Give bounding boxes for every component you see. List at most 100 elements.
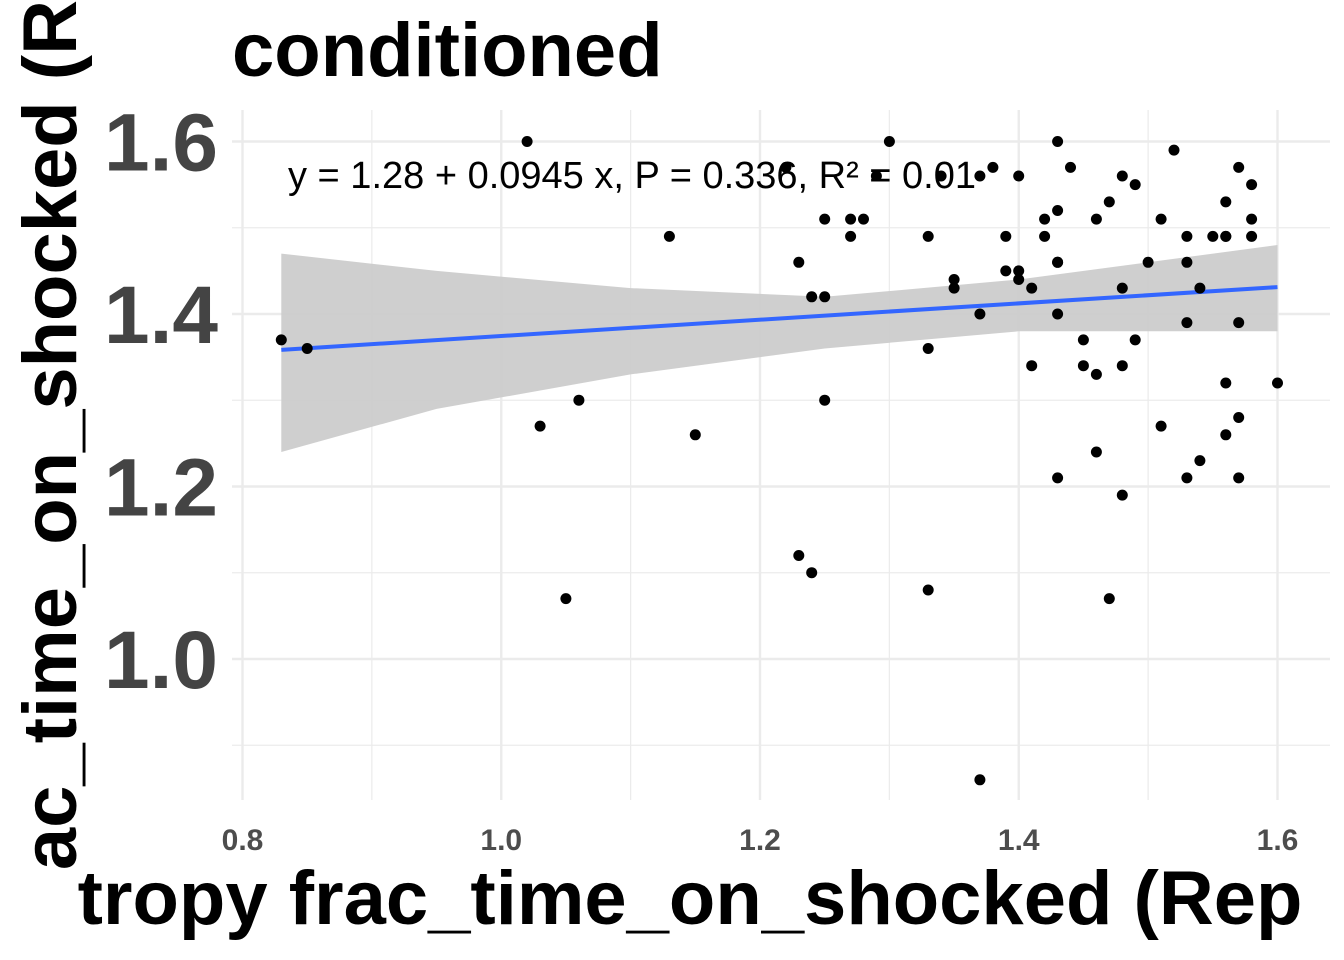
data-point	[1065, 161, 1076, 173]
data-point	[974, 774, 986, 786]
data-point	[1220, 377, 1232, 389]
y-tick-label: 1.6	[104, 98, 218, 189]
data-point	[1077, 360, 1089, 372]
data-point	[1155, 213, 1167, 225]
data-point	[1168, 144, 1180, 156]
data-point	[1181, 256, 1193, 268]
data-point	[1272, 377, 1283, 389]
data-point	[1090, 213, 1102, 225]
data-point	[935, 170, 947, 182]
y-axis-label: ac_time_on_shocked (R	[8, 0, 93, 870]
data-point	[1155, 420, 1167, 432]
data-point	[275, 334, 287, 346]
data-point	[1233, 317, 1245, 329]
data-point	[819, 213, 831, 225]
data-point	[1220, 196, 1232, 208]
x-axis-label: tropy frac_time_on_shocked (Rep	[78, 856, 1303, 941]
data-point	[883, 136, 895, 147]
data-point	[793, 550, 805, 561]
grid-lines	[232, 110, 1330, 800]
data-point	[1039, 230, 1051, 242]
data-point	[1026, 282, 1038, 294]
x-tick-label: 1.4	[998, 824, 1040, 857]
data-point	[1207, 230, 1219, 242]
data-point	[1194, 282, 1206, 294]
x-tick-label: 1.6	[1257, 824, 1299, 857]
data-point	[1077, 334, 1089, 346]
data-point	[819, 394, 831, 406]
data-point	[948, 282, 960, 294]
x-tick-label: 0.8	[222, 824, 264, 857]
y-tick-label: 1.2	[104, 443, 218, 534]
data-point	[780, 161, 792, 173]
data-point	[1181, 317, 1193, 329]
data-point	[987, 161, 999, 173]
data-point	[1233, 472, 1245, 484]
data-point	[560, 593, 572, 605]
data-point	[1116, 170, 1128, 182]
regression-equation: y = 1.28 + 0.0945 x, P = 0.336, R² = 0.0…	[288, 155, 976, 197]
data-point	[1233, 161, 1245, 173]
data-point	[1116, 282, 1128, 294]
data-point	[806, 291, 818, 303]
data-point	[1129, 179, 1141, 191]
data-point	[1246, 230, 1258, 242]
data-point	[1039, 213, 1051, 225]
data-point	[845, 230, 857, 242]
data-point	[974, 170, 986, 182]
confidence-band	[281, 245, 1278, 452]
data-point	[1013, 170, 1025, 182]
data-point	[1246, 179, 1258, 191]
data-point	[819, 291, 831, 303]
data-point	[974, 308, 986, 320]
data-point	[1052, 308, 1064, 320]
data-point	[1129, 334, 1141, 346]
data-point	[1103, 593, 1115, 605]
y-tick-labels: 1.0 1.2 1.4 1.6	[104, 98, 218, 707]
data-point	[1220, 230, 1232, 242]
data-point	[1090, 368, 1102, 380]
data-point	[845, 213, 857, 225]
chart-title: conditioned	[232, 8, 663, 93]
data-point	[1013, 265, 1025, 277]
data-point	[1052, 205, 1064, 216]
data-points	[275, 136, 1283, 786]
data-point	[922, 230, 934, 242]
data-point	[663, 230, 675, 242]
x-tick-label: 1.2	[739, 824, 781, 857]
data-point	[1181, 472, 1193, 484]
y-tick-label: 1.0	[104, 615, 218, 706]
data-point	[1090, 446, 1102, 458]
data-point	[1181, 230, 1193, 242]
data-point	[948, 274, 960, 285]
data-point	[1013, 274, 1025, 285]
data-point	[534, 420, 546, 432]
data-point	[689, 429, 701, 441]
x-tick-labels: 0.8 1.0 1.2 1.4 1.6	[222, 824, 1299, 857]
y-tick-label: 1.4	[104, 270, 218, 361]
data-point	[1103, 196, 1115, 208]
data-point	[1233, 412, 1245, 423]
data-point	[922, 343, 934, 354]
data-point	[1000, 265, 1012, 277]
data-point	[1052, 136, 1064, 147]
data-point	[521, 136, 533, 147]
data-point	[1052, 256, 1064, 268]
data-point	[1220, 429, 1232, 441]
data-point	[573, 394, 585, 406]
data-point	[1026, 360, 1038, 372]
data-point	[301, 343, 313, 354]
data-point	[1116, 489, 1128, 501]
data-point	[1000, 230, 1012, 242]
data-point	[806, 567, 818, 579]
data-point	[1142, 256, 1154, 268]
data-point	[1246, 213, 1258, 225]
data-point	[1052, 472, 1064, 484]
data-point	[858, 213, 869, 225]
data-point	[1116, 360, 1128, 372]
data-point	[922, 584, 934, 596]
x-tick-label: 1.0	[480, 824, 522, 857]
data-point	[870, 170, 882, 182]
regression-line	[281, 285, 1278, 352]
